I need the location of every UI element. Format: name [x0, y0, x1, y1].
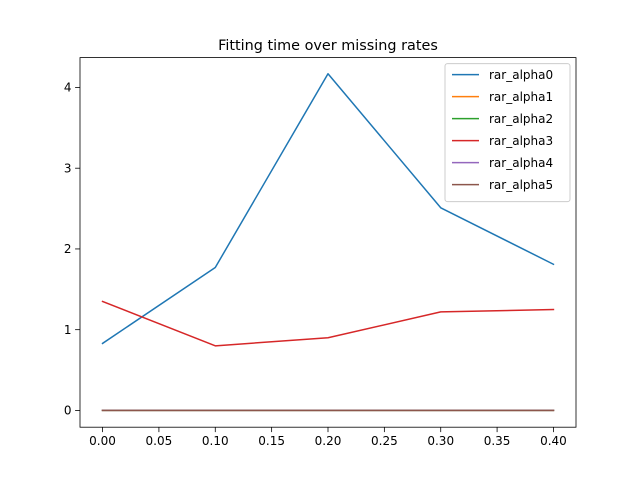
- legend-label: rar_alpha4: [489, 156, 553, 170]
- series-layer: [101, 73, 555, 412]
- plot-frame: [79, 57, 577, 428]
- series-line-0: [101, 73, 555, 345]
- y-tick-label: 1: [64, 323, 72, 337]
- series-line-3: [101, 300, 555, 347]
- y-axis-ticks: 0 1 2 3 4: [64, 81, 80, 418]
- x-tick-label: 0.40: [540, 434, 567, 448]
- y-tick-label: 3: [64, 161, 72, 175]
- x-tick-label: 0.15: [258, 434, 285, 448]
- x-tick-label: 0.20: [315, 434, 342, 448]
- x-tick-label: 0.10: [202, 434, 229, 448]
- x-tick-label: 0.25: [371, 434, 398, 448]
- y-tick-label: 4: [64, 81, 72, 95]
- legend-box: [444, 63, 571, 203]
- y-tick-label: 0: [64, 404, 72, 418]
- y-tick-label: 2: [64, 242, 72, 256]
- legend: rar_alpha0 rar_alpha1 rar_alpha2 rar_alpha3…: [444, 63, 571, 203]
- x-tick-label: 0.30: [427, 434, 454, 448]
- legend-label: rar_alpha1: [489, 90, 553, 104]
- legend-label: rar_alpha5: [489, 178, 553, 192]
- legend-label: rar_alpha0: [489, 68, 553, 82]
- x-tick-label: 0.35: [484, 434, 511, 448]
- x-tick-label: 0.00: [89, 434, 116, 448]
- chart-title: Fitting time over missing rates: [218, 38, 438, 54]
- legend-label: rar_alpha2: [489, 112, 553, 126]
- x-tick-label: 0.05: [146, 434, 173, 448]
- legend-label: rar_alpha3: [489, 134, 553, 148]
- x-axis-ticks: 0.00 0.05 0.10 0.15 0.20 0.25 0.30 0.35 0.40: [89, 427, 567, 448]
